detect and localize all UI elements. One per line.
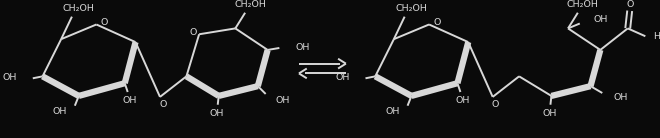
Text: CH₂OH: CH₂OH xyxy=(567,0,599,9)
Text: OH: OH xyxy=(385,107,400,116)
Text: H: H xyxy=(653,32,660,41)
Text: OH: OH xyxy=(275,96,290,105)
Text: OH: OH xyxy=(455,96,469,105)
Text: OH: OH xyxy=(3,73,17,82)
Text: OH: OH xyxy=(335,73,350,82)
Text: OH: OH xyxy=(613,93,628,102)
Text: O: O xyxy=(190,28,197,37)
Text: O: O xyxy=(433,18,440,27)
Text: O: O xyxy=(100,18,108,27)
Text: O: O xyxy=(492,100,500,109)
Text: OH: OH xyxy=(543,109,556,118)
Text: OH: OH xyxy=(593,15,608,24)
Text: OH: OH xyxy=(123,96,137,105)
Text: CH₂OH: CH₂OH xyxy=(395,4,428,13)
Text: O: O xyxy=(626,0,634,9)
Text: OH: OH xyxy=(210,109,224,118)
Text: O: O xyxy=(159,100,166,109)
Text: OH: OH xyxy=(53,107,67,116)
Text: CH₂OH: CH₂OH xyxy=(63,4,94,13)
Text: CH₂OH: CH₂OH xyxy=(234,0,266,9)
Text: OH: OH xyxy=(295,43,310,52)
